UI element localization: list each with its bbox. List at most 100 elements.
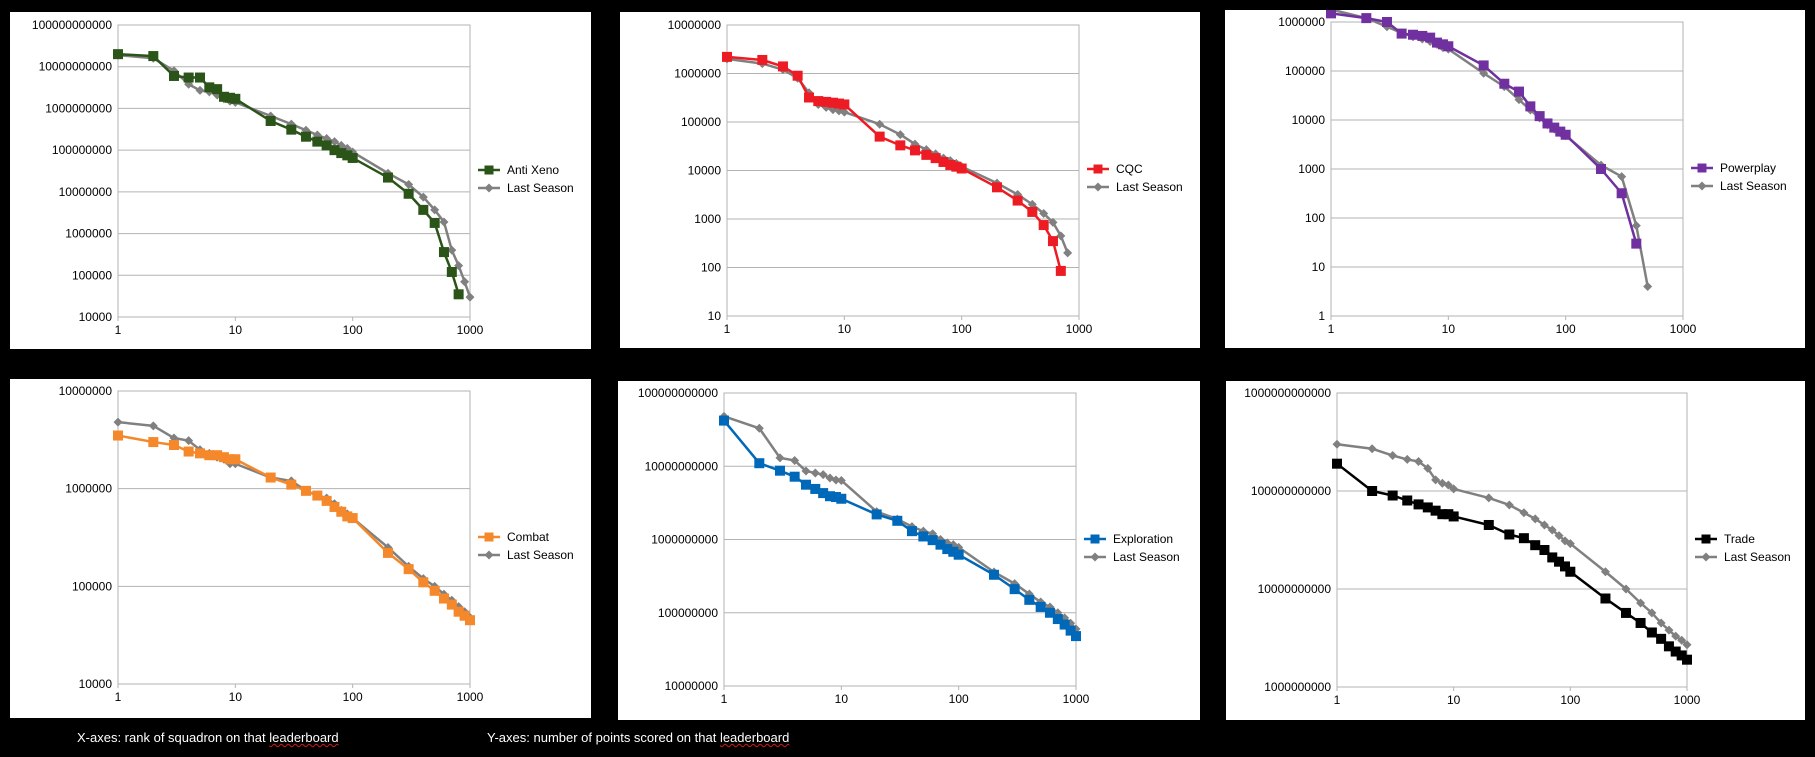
legend-label: Last Season: [1724, 550, 1791, 564]
data-point: [212, 84, 223, 95]
legend-label: Exploration: [1113, 532, 1173, 546]
data-point: [1448, 511, 1459, 522]
data-point: [329, 145, 340, 156]
data-point: [439, 217, 449, 227]
data-point: [754, 458, 765, 469]
y-tick-label: 1000000000: [1264, 680, 1331, 694]
legend-label: Last Season: [507, 548, 574, 562]
data-point: [465, 615, 475, 626]
x-tick-label: 100: [952, 322, 972, 336]
data-point: [1554, 556, 1565, 567]
data-point: [953, 549, 964, 560]
data-point: [1646, 627, 1657, 638]
data-point: [430, 205, 440, 215]
data-point: [1009, 584, 1020, 595]
data-point: [148, 51, 159, 62]
y-axes-note-word: leaderboard: [719, 730, 790, 745]
data-point: [935, 539, 946, 550]
data-point: [168, 439, 179, 450]
data-point: [1063, 248, 1073, 258]
x-tick-label: 10: [1442, 322, 1456, 336]
data-point: [312, 130, 322, 140]
y-tick-label: 100: [1305, 211, 1325, 225]
data-point: [1443, 41, 1454, 52]
data-point: [286, 479, 297, 490]
data-point: [839, 99, 850, 110]
y-tick-label: 10000000000: [645, 459, 719, 473]
series-line: [726, 57, 1069, 254]
y-tick-label: 100: [701, 261, 721, 275]
data-point: [871, 509, 882, 520]
data-point: [1437, 39, 1448, 50]
data-point: [453, 606, 464, 617]
data-point: [930, 153, 941, 164]
chart-svg: 10000 100000 1000000 10000000 1 10 100 1000 Comb…: [59, 384, 574, 704]
y-tick-label: 10000000: [59, 185, 113, 199]
data-point: [1539, 545, 1550, 556]
data-point: [1388, 451, 1398, 461]
data-point: [1443, 480, 1453, 490]
data-point: [1437, 509, 1448, 520]
data-point: [827, 97, 838, 108]
data-point: [834, 106, 844, 116]
legend-label: Trade: [1724, 532, 1755, 546]
plot-frame: [117, 390, 471, 685]
data-point: [321, 495, 332, 506]
data-point: [1071, 631, 1081, 642]
x-tick-label: 1: [115, 690, 122, 704]
data-point: [1332, 458, 1342, 469]
data-point: [1039, 208, 1049, 218]
x-tick-label: 1000: [1063, 692, 1090, 706]
data-point: [265, 115, 276, 126]
data-point: [329, 137, 339, 147]
y-tick-label: 100000000: [52, 143, 112, 157]
y-tick-label: 1000000: [1278, 15, 1325, 29]
x-tick-label: 1000: [1670, 322, 1697, 336]
data-point: [927, 535, 938, 546]
data-point: [1600, 593, 1611, 604]
data-point: [1012, 195, 1023, 206]
data-point: [1518, 533, 1529, 544]
data-point: [230, 93, 241, 104]
x-tick-label: 1: [721, 692, 728, 706]
data-point: [1504, 500, 1514, 510]
data-point: [1027, 206, 1038, 217]
data-point: [212, 450, 223, 461]
x-tick-label: 10: [838, 322, 852, 336]
data-point: [1595, 164, 1606, 174]
chart-anti-xeno: 10000 100000 1000000 10000000 100000000 10000…: [10, 12, 591, 349]
data-point: [438, 593, 449, 604]
data-point: [403, 564, 414, 575]
data-point: [1547, 552, 1558, 563]
y-tick-label: 1000: [1298, 162, 1325, 176]
data-point: [404, 180, 414, 190]
y-tick-label: 10000: [79, 677, 113, 691]
series-line: [1330, 10, 1649, 287]
data-point: [754, 423, 764, 433]
data-point: [218, 452, 229, 463]
data-point: [1676, 650, 1687, 661]
data-point: [1636, 598, 1646, 608]
data-point: [1332, 439, 1342, 449]
data-point: [1620, 607, 1631, 618]
data-point: [1056, 231, 1066, 241]
data-point: [942, 544, 953, 555]
data-point: [988, 569, 999, 580]
data-point: [1361, 13, 1372, 24]
data-point: [792, 70, 803, 81]
data-point: [1408, 29, 1419, 40]
data-point: [1530, 514, 1540, 524]
series-line: [117, 53, 472, 298]
data-point: [956, 163, 967, 174]
data-point: [403, 188, 414, 199]
data-point: [839, 107, 849, 117]
data-point: [184, 436, 194, 446]
data-point: [382, 547, 393, 558]
data-point: [921, 149, 932, 160]
x-tick-label: 1: [115, 323, 122, 337]
data-point: [948, 546, 959, 557]
x-axes-note: X-axes: rank of squadron on that leaderb…: [77, 730, 339, 745]
data-point: [1417, 30, 1428, 41]
data-point: [336, 506, 347, 517]
chart-svg: 1 10 100 1000 10000 100000 1000000 1 10 100 1000 Po…: [1278, 10, 1787, 336]
